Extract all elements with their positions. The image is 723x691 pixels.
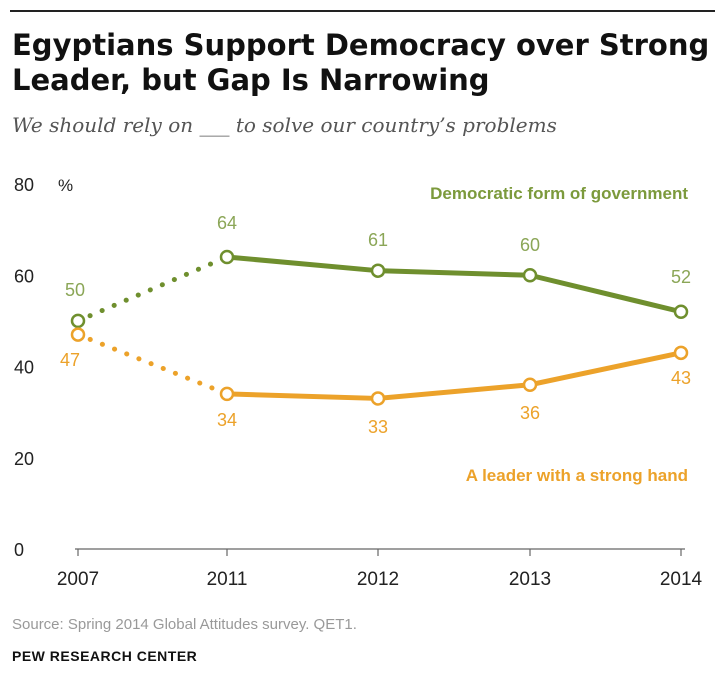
data-point <box>370 391 386 406</box>
series-label-strong-leader: A leader with a strong hand <box>466 466 688 485</box>
series-dotted-segment <box>75 254 230 324</box>
data-label: 52 <box>671 267 691 287</box>
x-tick-label: 2007 <box>57 569 99 590</box>
series-line <box>226 350 682 401</box>
top-rule <box>10 10 715 12</box>
data-point <box>70 313 86 329</box>
y-tick-label: 60 <box>14 266 34 286</box>
data-label: 47 <box>60 350 80 370</box>
data-point <box>673 345 689 361</box>
series-line <box>226 254 682 315</box>
line-chart: 2007 2011 2012 2013 2014 0 20 40 60 80 % 50 64 61 60 52… <box>14 175 703 590</box>
pew-credit: PEW RESEARCH CENTER <box>12 648 198 664</box>
chart-subtitle: We should rely on ___ to solve our count… <box>12 113 557 137</box>
data-point <box>522 377 538 392</box>
data-label: 34 <box>217 410 237 430</box>
series-label-democracy: Democratic form of government <box>430 184 688 203</box>
y-unit-label: % <box>58 176 73 195</box>
x-tick-label: 2013 <box>509 569 551 590</box>
x-tick-label: 2011 <box>207 569 248 590</box>
y-tick-label: 40 <box>14 358 34 378</box>
data-point <box>219 249 235 265</box>
data-point <box>219 386 235 402</box>
data-point <box>522 268 538 283</box>
x-tick-label: 2012 <box>357 569 399 590</box>
data-label: 36 <box>520 403 540 423</box>
data-label: 50 <box>65 280 85 300</box>
source-note: Source: Spring 2014 Global Attitudes sur… <box>12 616 357 633</box>
data-label: 64 <box>217 213 237 233</box>
data-label: 60 <box>520 235 540 255</box>
y-tick-label: 80 <box>14 175 34 195</box>
y-tick-label: 20 <box>14 449 34 469</box>
data-label: 43 <box>671 368 691 388</box>
series-dotted-segment <box>75 332 230 397</box>
data-label: 61 <box>368 230 388 250</box>
data-label: 33 <box>368 417 388 437</box>
data-point <box>370 263 386 278</box>
data-point <box>673 304 689 319</box>
chart-title: Egyptians Support Democracy over Strong … <box>12 28 710 97</box>
data-point <box>70 327 86 342</box>
y-tick-label: 0 <box>14 540 24 560</box>
x-tick-label: 2014 <box>660 569 703 590</box>
